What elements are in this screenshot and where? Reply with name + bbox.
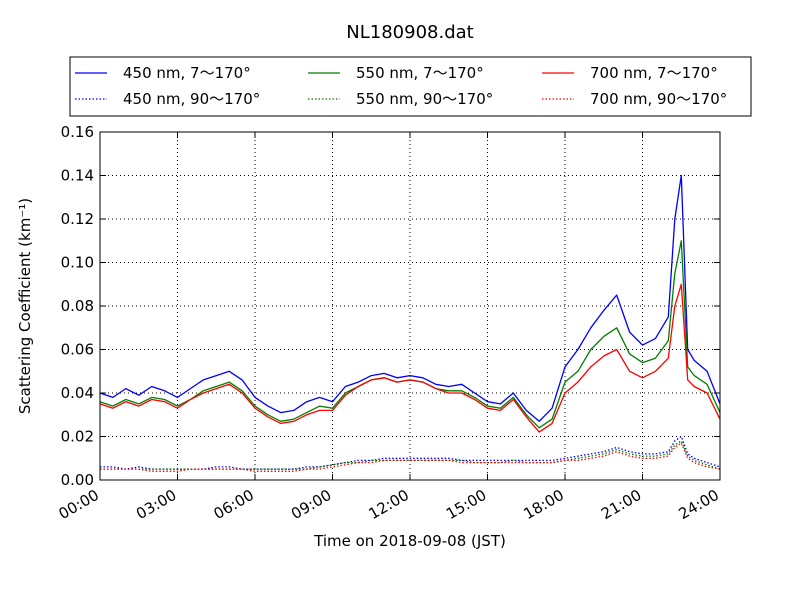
legend-box	[69, 56, 752, 117]
x-tick-label: 21:00	[598, 486, 644, 523]
legend-label-2: 700 nm, 7～170°	[590, 64, 718, 82]
y-tick-label: 0.04	[61, 384, 94, 402]
legend-label-5: 700 nm, 90～170°	[590, 90, 727, 108]
legend-label-4: 550 nm, 90～170°	[356, 90, 493, 108]
series-line-0	[99, 174, 721, 422]
legend-label-0: 450 nm, 7～170°	[123, 64, 251, 82]
x-tick-label: 24:00	[676, 486, 722, 523]
x-tick-label: 09:00	[288, 486, 334, 523]
y-tick-label: 0.14	[61, 167, 94, 185]
y-tick-label: 0.06	[61, 341, 94, 359]
y-tick-label: 0.16	[61, 123, 94, 141]
chart-title: NL180908.dat	[346, 22, 473, 43]
x-tick-label: 06:00	[211, 486, 257, 523]
series-line-5	[100, 442, 721, 472]
y-tick-label: 0.10	[61, 254, 94, 272]
series-line-2	[99, 283, 721, 433]
y-tick-label: 0.08	[61, 297, 94, 315]
ticks: 00:00 03:00 06:00 09:00 12:00 15:00 18:00 21:00…	[56, 123, 722, 523]
y-tick-label: 0.00	[61, 471, 94, 489]
grid	[100, 132, 720, 480]
x-tick-label: 03:00	[133, 486, 179, 523]
x-tick-label: 12:00	[366, 486, 412, 523]
x-axis-label: Time on 2018-09-08 (JST)	[313, 532, 506, 550]
x-tick-label: 18:00	[521, 486, 567, 523]
y-tick-label: 0.02	[61, 428, 94, 446]
series-layer	[99, 174, 721, 472]
x-tick-label: 00:00	[56, 486, 102, 523]
legend-label-1: 550 nm, 7～170°	[356, 64, 484, 82]
y-tick-label: 0.12	[61, 210, 94, 228]
legend-label-3: 450 nm, 90～170°	[123, 90, 260, 108]
x-tick-label: 15:00	[443, 486, 489, 523]
legend: 450 nm, 7～170° 550 nm, 7～170° 700 nm, 7～17…	[69, 56, 752, 117]
y-axis-label: Scattering Coefficient (km⁻¹)	[16, 198, 34, 414]
